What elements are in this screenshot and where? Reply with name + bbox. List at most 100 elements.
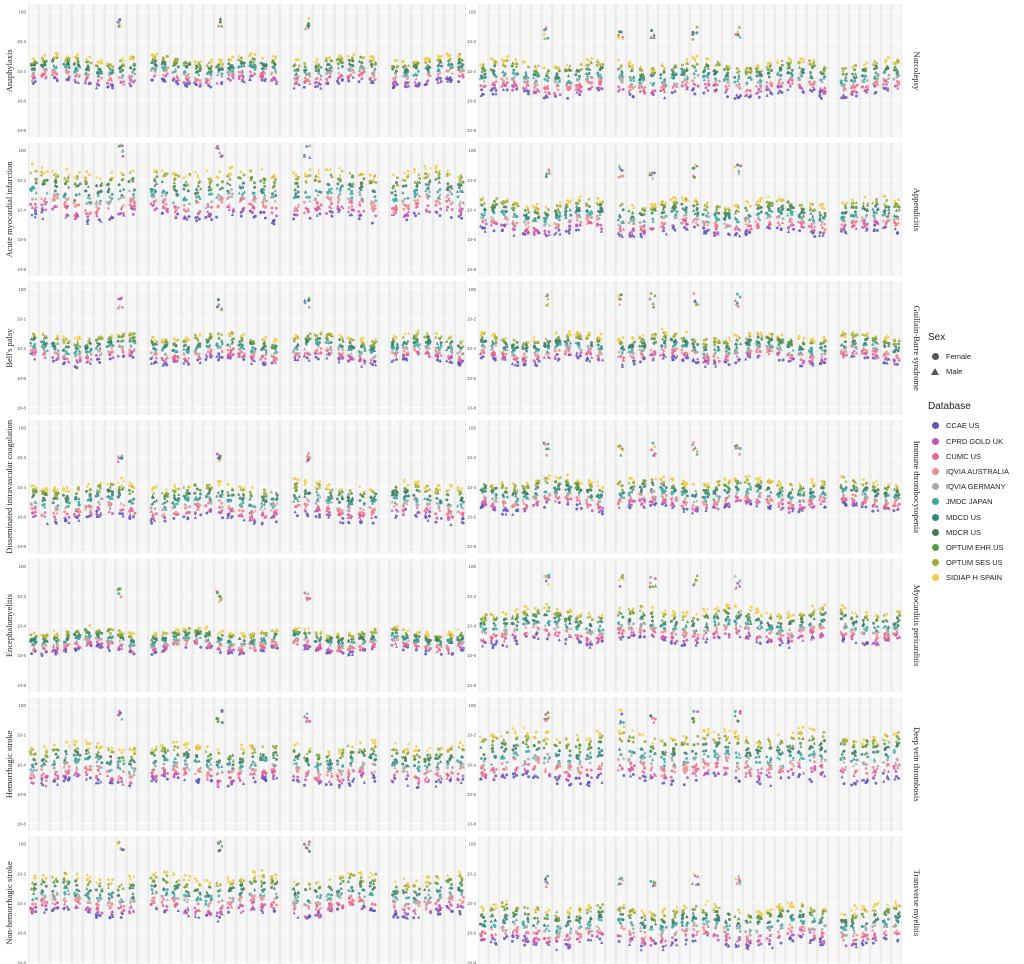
data-point-female [270,645,274,649]
data-point-male [117,24,121,28]
data-point-female [351,338,355,342]
data-point-male [236,57,241,62]
data-point-female [447,506,451,510]
data-point-female [193,333,197,337]
data-point-male [371,177,376,181]
data-point-male [77,74,81,78]
data-point-male [427,172,431,176]
data-point-female [445,187,449,191]
data-point-female [425,192,429,196]
data-point-female [41,642,45,646]
data-point-female [220,489,224,493]
data-point-female [428,498,432,502]
data-point-male [187,209,191,213]
data-point-female [63,182,67,186]
data-point-female [175,192,179,196]
data-point-female [133,200,137,204]
data-point-male [423,164,427,168]
data-point-female [53,347,57,351]
data-point-female [237,176,241,180]
data-point-female [446,182,450,186]
data-point-female [373,195,377,199]
data-point-female [150,488,154,492]
y-tick-label: 10-8 [17,405,27,410]
data-point-female [172,516,176,520]
data-point-female [337,357,341,361]
data-point-female [297,352,301,356]
data-point-female [303,628,307,632]
data-point-female [303,61,307,65]
data-point-female [293,485,297,489]
data-point-female [273,351,277,355]
data-point-female [426,67,430,71]
data-point-female [427,509,431,513]
data-point-male [50,168,55,173]
data-point-female [401,513,405,517]
data-point-female [122,332,126,336]
data-point-female [153,69,157,73]
data-point-female [359,181,363,185]
data-point-male [55,204,59,208]
data-point-female [105,200,109,204]
data-point-female [182,339,186,343]
data-point-female [34,177,38,181]
data-point-female [439,79,443,83]
data-point-female [239,197,243,201]
data-point-female [318,513,322,517]
data-point-female [77,63,81,67]
data-point-female [437,68,441,72]
data-point-female [94,347,98,351]
data-point-female [34,181,38,185]
data-point-female [319,190,323,194]
data-point-female [194,497,198,501]
data-point-male [216,146,221,150]
data-point-female [198,67,202,71]
data-point-female [184,61,188,65]
data-point-female [166,66,170,70]
data-point-female [259,631,263,635]
data-point-male [131,179,135,183]
data-point-female [294,488,298,492]
data-point-female [317,64,321,68]
data-point-female [34,514,38,518]
data-point-female [260,355,264,359]
data-point-female [271,192,275,196]
data-point-female [199,645,203,649]
data-point-male [424,188,428,193]
data-point-female [406,645,410,649]
data-point-female [392,85,396,89]
data-point-female [99,497,103,501]
data-point-female [205,338,209,342]
data-point-male [52,70,56,74]
data-point-female [448,76,452,80]
data-point-female [415,644,419,648]
data-point-female [111,512,115,516]
data-point-female [341,651,345,655]
data-point-female [176,212,180,216]
data-point-female [40,171,44,175]
data-point-female [67,62,71,66]
data-point-female [328,75,332,79]
data-point-male [74,214,79,218]
data-point-female [241,185,245,189]
data-point-male [241,208,245,212]
data-point-male [450,65,455,69]
data-point-male [151,52,155,56]
data-point-female [241,75,245,79]
data-point-male [401,190,405,195]
data-point-male [52,63,56,67]
data-point-female [250,504,254,508]
data-point-female [165,68,169,72]
data-point-male [41,216,45,221]
data-point-female [325,72,329,76]
data-point-female [271,343,275,347]
data-point-female [105,345,109,349]
data-point-female [340,497,344,501]
data-point-female [395,183,399,187]
data-point-female [428,74,432,78]
data-point-female [215,215,219,219]
data-point-male [172,69,177,73]
data-point-male [413,80,417,84]
data-point-male [253,67,257,71]
data-point-male [273,193,278,197]
